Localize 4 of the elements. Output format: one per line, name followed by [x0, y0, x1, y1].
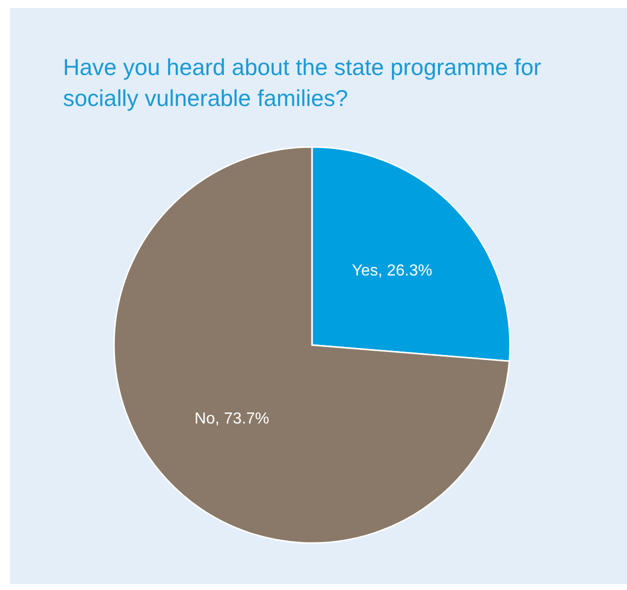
- slice-label: Yes, 26.3%: [352, 262, 432, 280]
- slice-label: No, 73.7%: [194, 410, 270, 428]
- chart-title: Have you heard about the state programme for socially vulnerable families?: [63, 53, 542, 113]
- pie-slice: [113, 146, 510, 544]
